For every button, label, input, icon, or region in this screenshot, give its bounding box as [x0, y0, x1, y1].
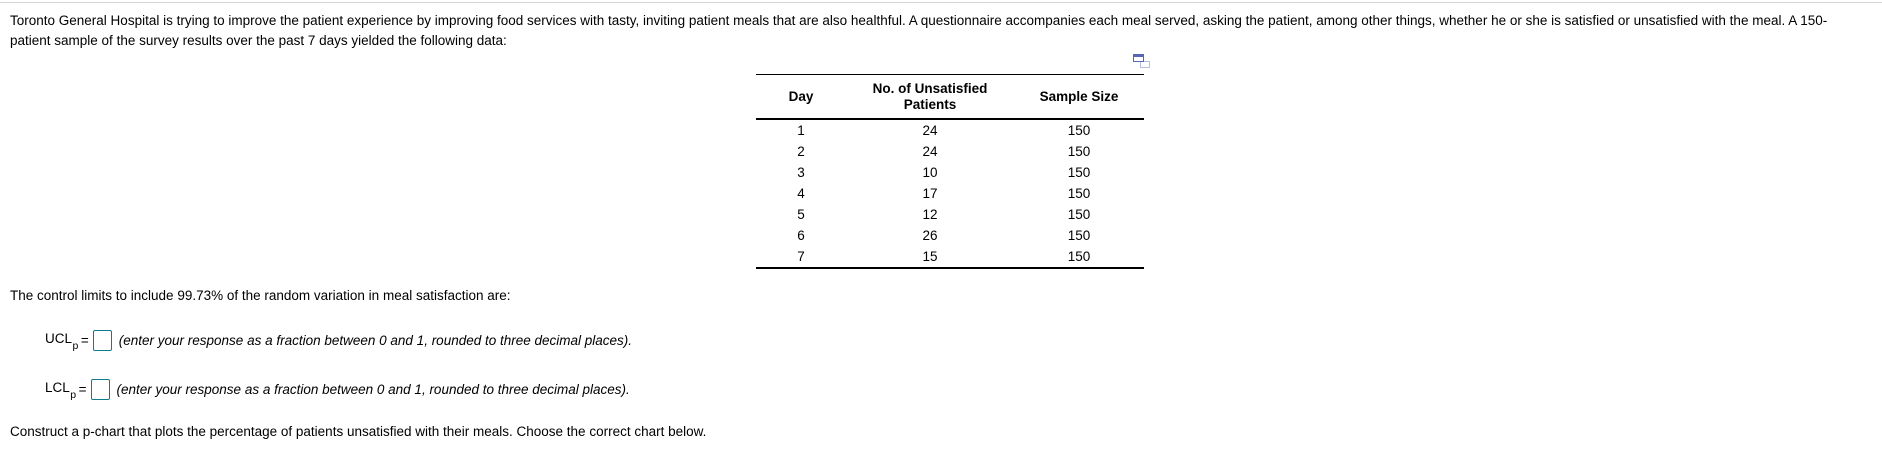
control-limits-intro: The control limits to include 99.73% of …	[10, 288, 511, 303]
lcl-label: LCLp	[45, 379, 77, 402]
table-cell: 26	[922, 228, 938, 243]
ucl-subscript: p	[72, 340, 79, 353]
top-divider	[0, 2, 1882, 3]
table-toolbar	[756, 53, 1150, 68]
popout-icon-back-square	[1140, 61, 1150, 68]
table-cell: 24	[922, 144, 938, 159]
table-row: 4 17 150	[756, 183, 1144, 204]
table-cell: 12	[922, 207, 938, 222]
table-row: 7 15 150	[756, 246, 1144, 268]
table-cell: 17	[922, 186, 938, 201]
table-cell: 150	[1067, 186, 1091, 201]
table-cell: 3	[797, 165, 805, 180]
table-head: Day No. of Unsatisfied Patients Sample S…	[756, 74, 1144, 120]
ucl-equals: =	[80, 332, 89, 348]
table-cell: 150	[1067, 123, 1091, 138]
question-content: Toronto General Hospital is trying to im…	[0, 11, 1882, 439]
table-cell: 150	[1067, 165, 1091, 180]
table-row: 5 12 150	[756, 204, 1144, 225]
table-row: 6 26 150	[756, 225, 1144, 246]
table-cell: 10	[922, 165, 938, 180]
data-table-block: Day No. of Unsatisfied Patients Sample S…	[756, 53, 1150, 269]
lcl-equals: =	[78, 381, 87, 397]
meal-table-body: 1 24 150 2 24 150 3 10 150 4 17 150 5 12 150 6 26 150 7 15 1…	[756, 119, 1144, 268]
table-cell: 150	[1067, 249, 1091, 264]
table-cell: 6	[797, 228, 805, 243]
lcl-row: LCLp = (enter your response as a fractio…	[45, 377, 1872, 401]
column-header-unsatisfied: No. of Unsatisfied Patients	[846, 74, 1014, 120]
header-row: Day No. of Unsatisfied Patients Sample S…	[756, 74, 1144, 120]
table-row: 1 24 150	[756, 119, 1144, 141]
table-cell: 24	[922, 123, 938, 138]
column-header-day: Day	[756, 74, 846, 120]
table-cell: 150	[1067, 144, 1091, 159]
construct-chart-instruction: Construct a p-chart that plots the perce…	[10, 424, 707, 439]
table-cell: 7	[797, 249, 805, 264]
table-cell: 5	[797, 207, 805, 222]
ucl-label: UCLp	[45, 330, 79, 353]
lcl-response-hint: (enter your response as a fraction betwe…	[116, 381, 630, 397]
lcl-input[interactable]	[90, 378, 110, 400]
popout-icon-front-square	[1133, 54, 1144, 62]
problem-statement: Toronto General Hospital is trying to im…	[10, 13, 1828, 48]
table-cell: 4	[797, 186, 805, 201]
table-row: 2 24 150	[756, 141, 1144, 162]
table-cell: 15	[922, 249, 938, 264]
ucl-input[interactable]	[92, 329, 112, 351]
table-cell: 150	[1067, 207, 1091, 222]
column-header-sample-size: Sample Size	[1014, 74, 1144, 120]
table-cell: 2	[797, 144, 805, 159]
lcl-subscript: p	[70, 389, 77, 402]
ucl-response-hint: (enter your response as a fraction betwe…	[118, 332, 633, 348]
table-cell: 1	[797, 123, 805, 138]
table-cell: 150	[1067, 228, 1091, 243]
ucl-row: UCLp = (enter your response as a fractio…	[45, 328, 1872, 352]
survey-data-table: Day No. of Unsatisfied Patients Sample S…	[756, 74, 1144, 269]
popout-icon[interactable]	[1133, 54, 1150, 68]
table-row: 3 10 150	[756, 162, 1144, 183]
